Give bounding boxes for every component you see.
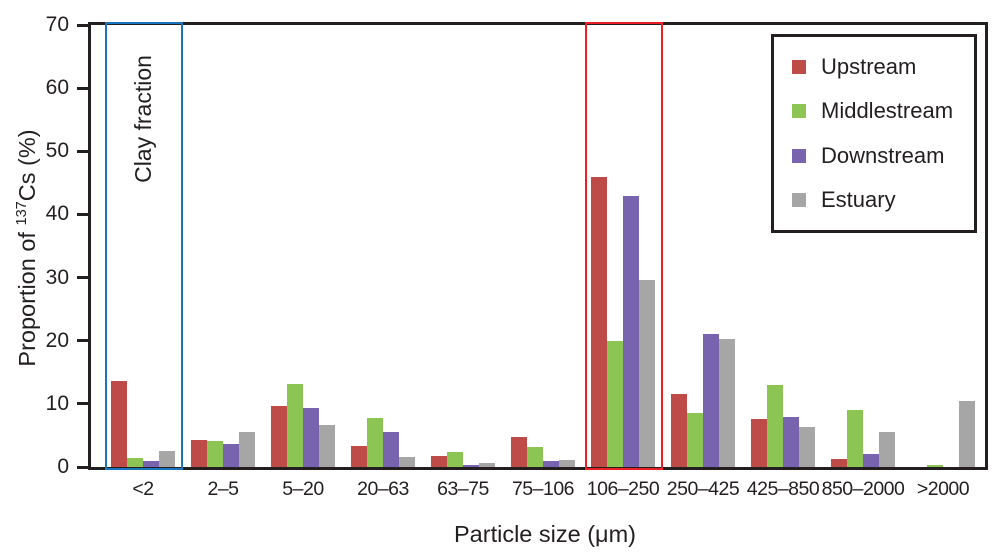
x-tick-label: 250–425: [666, 478, 740, 500]
y-tick: [77, 276, 88, 280]
bar-estuary-8: [799, 426, 815, 467]
bar-middlestream-4: [447, 451, 463, 467]
legend-swatch-middlestream: [792, 104, 806, 119]
bar-middlestream-8: [767, 384, 783, 467]
y-tick: [77, 339, 88, 343]
highlight-box-106–250: [585, 22, 663, 470]
bar-downstream-6: [623, 195, 639, 467]
bar-estuary-9: [879, 431, 895, 467]
x-tick-label: 106–250: [586, 478, 660, 500]
bar-downstream-2: [303, 408, 319, 467]
y-tick-label: 30: [45, 265, 69, 289]
bar-estuary-1: [239, 432, 255, 467]
bar-middlestream-9: [847, 410, 863, 467]
bar-estuary-2: [319, 424, 335, 467]
bar-downstream-9: [863, 454, 879, 467]
y-tick-label: 50: [45, 139, 69, 163]
bar-middlestream-10: [927, 464, 943, 467]
legend-swatch-upstream: [792, 60, 806, 75]
bar-middlestream-7: [687, 412, 703, 467]
x-tick-label: 850–2000: [821, 478, 905, 500]
bar-upstream-3: [351, 445, 367, 467]
bar-estuary-10: [959, 401, 975, 467]
y-tick-label: 70: [45, 13, 69, 36]
bar-middlestream-6: [607, 340, 623, 467]
legend-swatch-downstream: [792, 148, 806, 163]
bar-estuary-5: [559, 460, 575, 467]
legend-label: Upstream: [821, 54, 917, 80]
x-tick-label: <2: [132, 478, 154, 500]
x-tick-label: 425–850: [746, 478, 820, 500]
bar-middlestream-3: [367, 417, 383, 467]
legend-item-middlestream: Middlestream: [792, 98, 974, 124]
x-tick-label: 20–63: [357, 478, 409, 500]
y-tick-label: 20: [45, 328, 69, 352]
bar-downstream-5: [543, 460, 559, 467]
legend-label: Middlestream: [821, 98, 954, 124]
bar-downstream-3: [383, 431, 399, 467]
legend-item-downstream: Downstream: [792, 143, 974, 169]
legend-label: Estuary: [821, 186, 896, 212]
bar-estuary-6: [639, 279, 655, 467]
bar-upstream-4: [431, 456, 447, 467]
bar-downstream-7: [703, 334, 719, 467]
bar-estuary-0: [159, 451, 175, 467]
clay-fraction-label: Clay fraction: [130, 55, 156, 183]
y-tick: [77, 149, 88, 153]
bar-upstream-5: [511, 436, 527, 467]
bar-upstream-9: [831, 458, 847, 467]
bar-upstream-7: [671, 394, 687, 467]
x-tick-label: 2–5: [207, 478, 239, 500]
x-tick-label: 75–106: [511, 478, 575, 500]
bar-middlestream-5: [527, 446, 543, 467]
x-tick-label: 63–75: [437, 478, 489, 500]
legend-item-upstream: Upstream: [792, 54, 974, 80]
x-tick-label: >2000: [916, 478, 970, 500]
bar-downstream-4: [463, 464, 479, 467]
legend: Upstream Middlestream Downstream Estuary: [771, 34, 977, 233]
y-axis-title: Proportion of 137Cs (%): [7, 48, 40, 448]
bar-downstream-8: [783, 417, 799, 467]
legend-label: Downstream: [821, 142, 945, 168]
y-tick: [77, 402, 88, 406]
y-tick: [77, 212, 88, 216]
bar-upstream-6: [591, 176, 607, 467]
bar-upstream-8: [751, 419, 767, 467]
legend-item-estuary: Estuary: [792, 187, 974, 213]
y-tick: [77, 23, 88, 27]
y-tick: [77, 465, 88, 469]
bar-middlestream-1: [207, 440, 223, 467]
bar-estuary-7: [719, 338, 735, 467]
bar-estuary-3: [399, 456, 415, 467]
clay-fraction-box: [105, 22, 183, 470]
y-tick: [77, 86, 88, 90]
bar-middlestream-2: [287, 383, 303, 467]
y-tick-label: 0: [57, 455, 69, 478]
y-tick-label: 60: [45, 76, 69, 100]
y-tick-label: 40: [45, 202, 69, 226]
bar-upstream-2: [271, 406, 287, 467]
y-tick-label: 10: [45, 391, 69, 415]
bar-middlestream-0: [127, 458, 143, 467]
x-axis-title: Particle size (μm): [454, 521, 636, 547]
x-tick-label: 5–20: [282, 478, 324, 500]
bar-downstream-1: [223, 443, 239, 467]
legend-swatch-estuary: [792, 192, 806, 207]
bar-estuary-4: [479, 462, 495, 467]
bar-upstream-0: [111, 380, 127, 467]
bar-downstream-0: [143, 460, 159, 467]
bar-upstream-1: [191, 439, 207, 467]
